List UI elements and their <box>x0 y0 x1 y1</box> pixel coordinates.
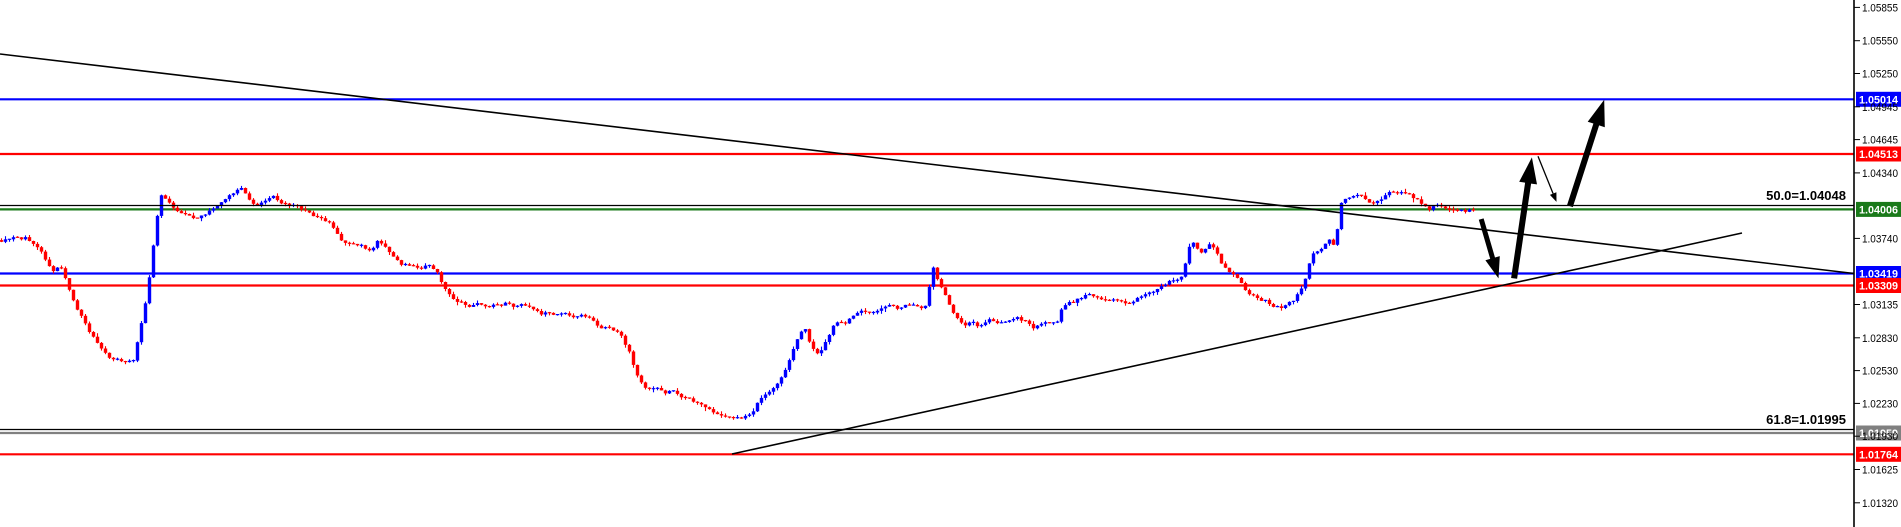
svg-text:1.01764: 1.01764 <box>1859 449 1899 461</box>
svg-text:1.01320: 1.01320 <box>1862 498 1898 510</box>
svg-text:1.02530: 1.02530 <box>1862 366 1898 378</box>
svg-text:1.05855: 1.05855 <box>1862 2 1898 14</box>
svg-text:1.04006: 1.04006 <box>1859 204 1898 216</box>
svg-text:1.05550: 1.05550 <box>1862 36 1898 48</box>
svg-text:1.03309: 1.03309 <box>1859 281 1898 293</box>
svg-text:1.03740: 1.03740 <box>1862 233 1898 245</box>
svg-text:1.03135: 1.03135 <box>1862 300 1898 312</box>
svg-text:50.0=1.04048: 50.0=1.04048 <box>1766 188 1846 203</box>
svg-text:1.05250: 1.05250 <box>1862 69 1898 81</box>
svg-text:61.8=1.01995: 61.8=1.01995 <box>1766 412 1846 427</box>
svg-text:1.01625: 1.01625 <box>1862 465 1898 477</box>
svg-text:1.04645: 1.04645 <box>1862 135 1898 147</box>
svg-text:1.04513: 1.04513 <box>1859 149 1898 161</box>
svg-text:1.02230: 1.02230 <box>1862 398 1898 410</box>
svg-text:1.01930: 1.01930 <box>1862 431 1898 443</box>
svg-text:1.02830: 1.02830 <box>1862 333 1898 345</box>
svg-text:1.04340: 1.04340 <box>1862 168 1898 180</box>
svg-text:1.04945: 1.04945 <box>1862 102 1898 114</box>
